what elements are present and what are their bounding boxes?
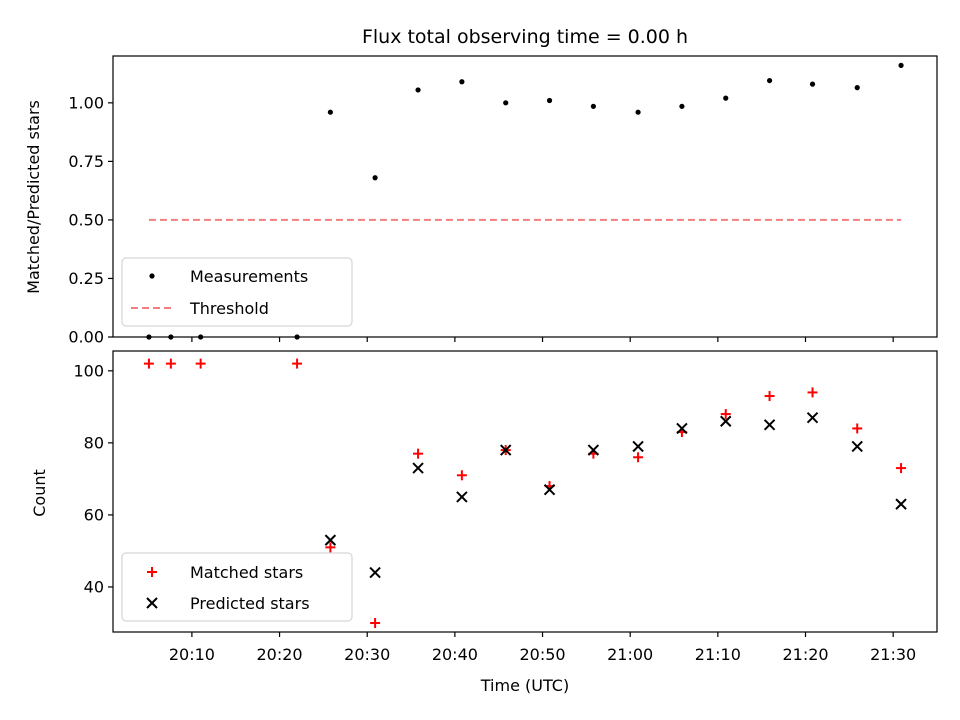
y-tick-label: 0.25 bbox=[68, 269, 104, 288]
legend-measurements-marker bbox=[149, 273, 155, 279]
predicted-stars-point bbox=[676, 422, 688, 435]
top-legend: Measurements Threshold bbox=[121, 257, 353, 327]
legend-predicted-label: Predicted stars bbox=[190, 594, 310, 613]
predicted-stars-point bbox=[806, 411, 819, 424]
measurement-point bbox=[854, 85, 860, 91]
predicted-stars-point bbox=[587, 444, 600, 456]
matched-stars-point bbox=[195, 358, 206, 369]
matched-stars-point bbox=[292, 358, 303, 369]
bottom-x-axis: 20:10 20:20 20:30 20:40 20:50 21:00 21:10 21:20… bbox=[169, 632, 916, 664]
y-tick-label: 100 bbox=[73, 361, 104, 380]
predicted-stars-point bbox=[720, 415, 732, 427]
x-axis-label: Time (UTC) bbox=[480, 676, 569, 695]
y-tick-label: 60 bbox=[84, 505, 104, 524]
matched-stars-point bbox=[852, 423, 863, 434]
top-axes-frame bbox=[112, 55, 938, 338]
measurement-point bbox=[766, 77, 773, 84]
matched-stars-point bbox=[720, 409, 731, 420]
measurement-point bbox=[679, 103, 685, 109]
legend-measurements-label: Measurements bbox=[190, 267, 308, 286]
measurement-point bbox=[415, 87, 421, 93]
x-tick-label: 20:30 bbox=[344, 645, 390, 664]
measurement-point bbox=[459, 79, 465, 85]
y-tick-label: 0.50 bbox=[68, 210, 104, 229]
legend-matched-marker bbox=[147, 567, 157, 577]
predicted-stars-point bbox=[500, 444, 512, 456]
predicted-stars-point bbox=[543, 483, 556, 496]
bottom-axes-frame bbox=[112, 350, 938, 633]
bottom-legend: Matched stars Predicted stars bbox=[121, 552, 353, 622]
bottom-legend-box bbox=[121, 552, 353, 622]
legend-predicted-marker bbox=[146, 597, 158, 609]
y-tick-label: 40 bbox=[84, 577, 104, 596]
top-y-axis-label: Matched/Predicted stars bbox=[24, 100, 43, 294]
matched-stars-point bbox=[807, 387, 818, 398]
x-tick-label: 20:40 bbox=[432, 645, 478, 664]
measurement-point bbox=[503, 100, 509, 106]
legend-matched-label: Matched stars bbox=[190, 563, 303, 582]
measurement-point bbox=[723, 95, 729, 101]
bottom-y-axis-label: Count bbox=[30, 469, 49, 517]
x-tick-label: 20:50 bbox=[519, 645, 565, 664]
top-y-axis: 0.00 0.25 0.50 0.75 1.00 bbox=[68, 93, 113, 347]
x-tick-label: 21:10 bbox=[695, 645, 741, 664]
predicted-stars-point bbox=[763, 419, 776, 431]
measurement-point bbox=[546, 97, 553, 104]
x-tick-label: 21:20 bbox=[782, 645, 828, 664]
matched-stars-point bbox=[413, 448, 424, 459]
measurement-point bbox=[809, 81, 816, 87]
y-tick-label: 1.00 bbox=[68, 93, 104, 112]
x-tick-label: 20:10 bbox=[169, 645, 215, 664]
top-x-axis bbox=[191, 337, 894, 342]
predicted-stars-point bbox=[369, 566, 381, 579]
measurement-point bbox=[372, 175, 378, 181]
predicted-stars-point bbox=[324, 534, 337, 546]
bottom-y-axis: 40 60 80 100 bbox=[73, 361, 113, 596]
chart-title: Flux total observing time = 0.00 h bbox=[362, 26, 688, 48]
bottom-plot-area bbox=[143, 358, 907, 628]
matched-stars-point bbox=[633, 452, 644, 463]
measurement-point bbox=[635, 109, 641, 115]
predicted-stars-point bbox=[456, 491, 468, 503]
predicted-stars-point bbox=[851, 440, 863, 453]
measurement-point bbox=[327, 109, 333, 115]
predicted-stars-point bbox=[895, 498, 907, 510]
top-legend-box bbox=[121, 257, 353, 327]
y-tick-label: 0.75 bbox=[68, 152, 104, 171]
matched-stars-point bbox=[325, 542, 336, 553]
legend-threshold-label: Threshold bbox=[189, 299, 269, 318]
matched-stars-point bbox=[764, 391, 775, 402]
x-tick-label: 20:20 bbox=[256, 645, 302, 664]
x-tick-label: 21:30 bbox=[870, 645, 916, 664]
predicted-stars-point bbox=[412, 462, 424, 474]
measurement-point bbox=[898, 62, 904, 68]
matched-stars-point bbox=[165, 358, 176, 369]
x-tick-label: 21:00 bbox=[607, 645, 653, 664]
matched-stars-point bbox=[456, 470, 467, 481]
y-tick-label: 0.00 bbox=[68, 328, 104, 347]
matched-stars-point bbox=[143, 358, 154, 369]
matched-stars-point bbox=[370, 617, 381, 628]
matched-stars-point bbox=[896, 463, 907, 474]
measurement-point bbox=[590, 103, 596, 109]
predicted-stars-point bbox=[632, 440, 644, 453]
y-tick-label: 80 bbox=[84, 433, 104, 452]
ratio-panel: Flux total observing time = 0.00 h Match… bbox=[24, 26, 938, 347]
